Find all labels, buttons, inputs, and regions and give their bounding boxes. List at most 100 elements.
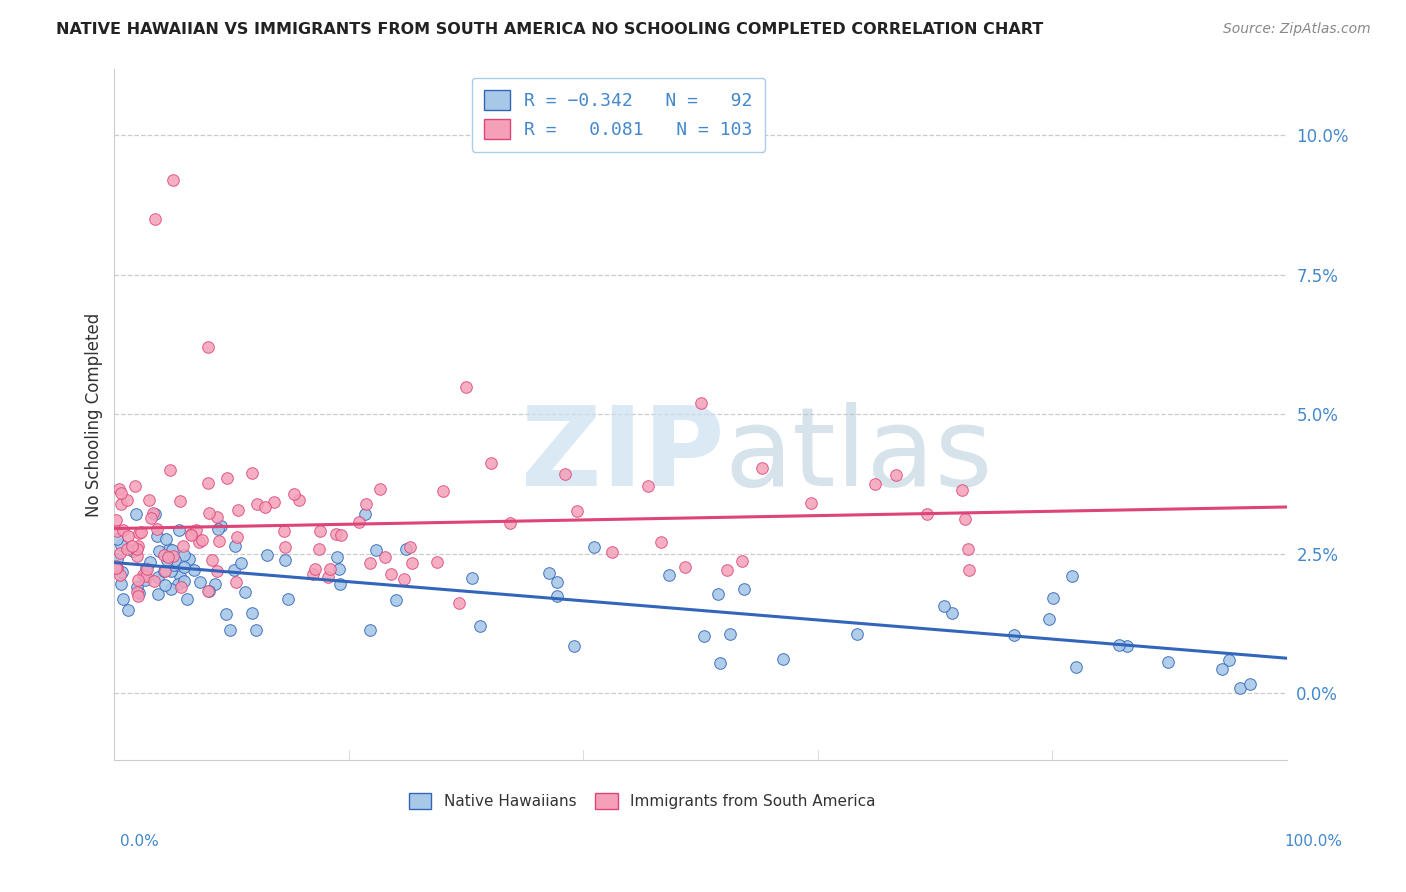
Point <box>121 540 143 554</box>
Point <box>145 212 167 227</box>
Point <box>209 518 232 533</box>
Point <box>554 467 576 481</box>
Point <box>673 559 696 574</box>
Point <box>304 562 326 576</box>
Point <box>132 569 155 583</box>
Point <box>359 556 381 570</box>
Point <box>222 563 245 577</box>
Point <box>160 582 183 596</box>
Point <box>173 574 195 589</box>
Point <box>751 461 773 475</box>
Point <box>173 548 195 562</box>
Point <box>162 558 184 572</box>
Point <box>197 583 219 598</box>
Point <box>117 603 139 617</box>
Point <box>325 549 347 564</box>
Point <box>172 540 194 554</box>
Point <box>347 515 370 529</box>
Point <box>1038 612 1060 626</box>
Point <box>198 506 221 520</box>
Point <box>110 538 132 552</box>
Point <box>498 516 520 531</box>
Point <box>197 475 219 490</box>
Point <box>215 471 238 485</box>
Point <box>180 528 202 542</box>
Point <box>583 540 606 554</box>
Point <box>127 589 149 603</box>
Point <box>204 577 226 591</box>
Point <box>658 567 681 582</box>
Point <box>124 479 146 493</box>
Point <box>364 543 387 558</box>
Point <box>950 483 973 497</box>
Point <box>426 555 449 569</box>
Point <box>565 504 588 518</box>
Point <box>165 553 187 567</box>
Point <box>319 562 342 576</box>
Point <box>138 493 160 508</box>
Point <box>1108 639 1130 653</box>
Point <box>155 553 177 567</box>
Point <box>170 580 193 594</box>
Point <box>146 522 169 536</box>
Point <box>169 494 191 508</box>
Point <box>142 507 165 521</box>
Point <box>117 542 139 557</box>
Point <box>128 526 150 541</box>
Point <box>104 513 127 527</box>
Point <box>169 568 191 582</box>
Point <box>693 629 716 643</box>
Point <box>562 639 585 653</box>
Point <box>207 522 229 536</box>
Point <box>125 541 148 556</box>
Point <box>111 523 134 537</box>
Point <box>122 544 145 558</box>
Point <box>380 567 402 582</box>
Point <box>277 592 299 607</box>
Point <box>359 624 381 638</box>
Point <box>125 507 148 521</box>
Point <box>394 572 416 586</box>
Point <box>176 591 198 606</box>
Point <box>263 495 285 509</box>
Point <box>115 492 138 507</box>
Point <box>706 586 728 600</box>
Point <box>374 549 396 564</box>
Point <box>135 562 157 576</box>
Point <box>111 565 134 579</box>
Point <box>153 549 176 563</box>
Point <box>957 563 980 577</box>
Point <box>135 560 157 574</box>
Point <box>240 467 263 481</box>
Point <box>205 510 228 524</box>
Point <box>302 567 325 582</box>
Point <box>169 523 191 537</box>
Point <box>105 532 128 546</box>
Point <box>454 379 477 393</box>
Point <box>197 341 219 355</box>
Text: NATIVE HAWAIIAN VS IMMIGRANTS FROM SOUTH AMERICA NO SCHOOLING COMPLETED CORRELAT: NATIVE HAWAIIAN VS IMMIGRANTS FROM SOUTH… <box>56 22 1043 37</box>
Point <box>709 657 731 671</box>
Point <box>917 507 939 521</box>
Point <box>201 553 224 567</box>
Point <box>139 555 162 569</box>
Point <box>1239 677 1261 691</box>
Point <box>650 534 672 549</box>
Point <box>153 564 176 578</box>
Point <box>1229 681 1251 695</box>
Point <box>105 561 128 575</box>
Point <box>1211 662 1233 676</box>
Point <box>546 589 568 603</box>
Point <box>733 582 755 596</box>
Point <box>139 511 162 525</box>
Point <box>309 524 332 538</box>
Point <box>104 561 127 575</box>
Point <box>730 553 752 567</box>
Point <box>432 484 454 499</box>
Point <box>886 468 908 483</box>
Point <box>240 606 263 620</box>
Point <box>398 540 420 554</box>
Point <box>226 530 249 544</box>
Point <box>401 556 423 570</box>
Point <box>274 553 297 567</box>
